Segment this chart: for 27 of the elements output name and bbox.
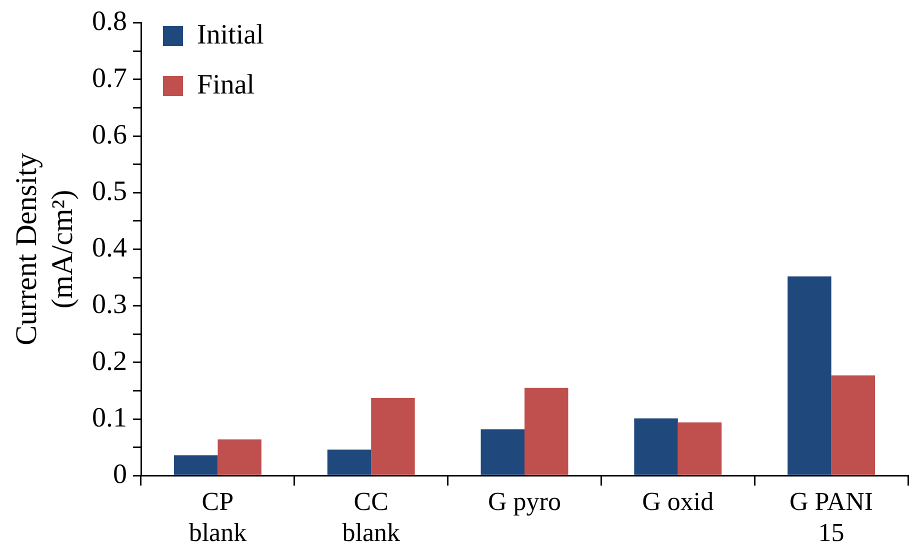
bar	[480, 429, 524, 475]
bar	[831, 375, 876, 475]
x-tick-label: CC blank	[342, 487, 400, 548]
y-tick-label: 0.7	[92, 62, 127, 94]
bar	[634, 418, 678, 475]
y-tick-label: 0	[113, 458, 127, 490]
y-tick-label: 0.6	[92, 119, 127, 150]
bar	[678, 422, 722, 475]
legend-label: Initial	[197, 19, 264, 50]
bar	[218, 439, 262, 475]
bar	[524, 388, 568, 475]
bar	[371, 398, 415, 475]
x-tick-label: G pyro	[488, 487, 561, 516]
y-tick-label: 0.8	[92, 6, 127, 38]
x-tick-label: G oxid	[642, 487, 714, 516]
legend-label: Final	[197, 69, 255, 100]
x-tick-label: G PANI 15	[790, 487, 874, 548]
bar	[788, 276, 832, 475]
y-axis-title: Current Density (mA/cm²)	[10, 152, 79, 346]
x-tick-label: CP blank	[188, 487, 247, 548]
y-tick-label: 0.5	[92, 176, 127, 207]
y-tick-label: 0.1	[92, 402, 127, 434]
y-tick-label: 0.3	[92, 289, 127, 320]
y-tick-label: 0.4	[92, 232, 127, 264]
bar	[174, 455, 218, 475]
bar	[327, 450, 372, 475]
y-tick-label: 0.2	[92, 346, 127, 377]
